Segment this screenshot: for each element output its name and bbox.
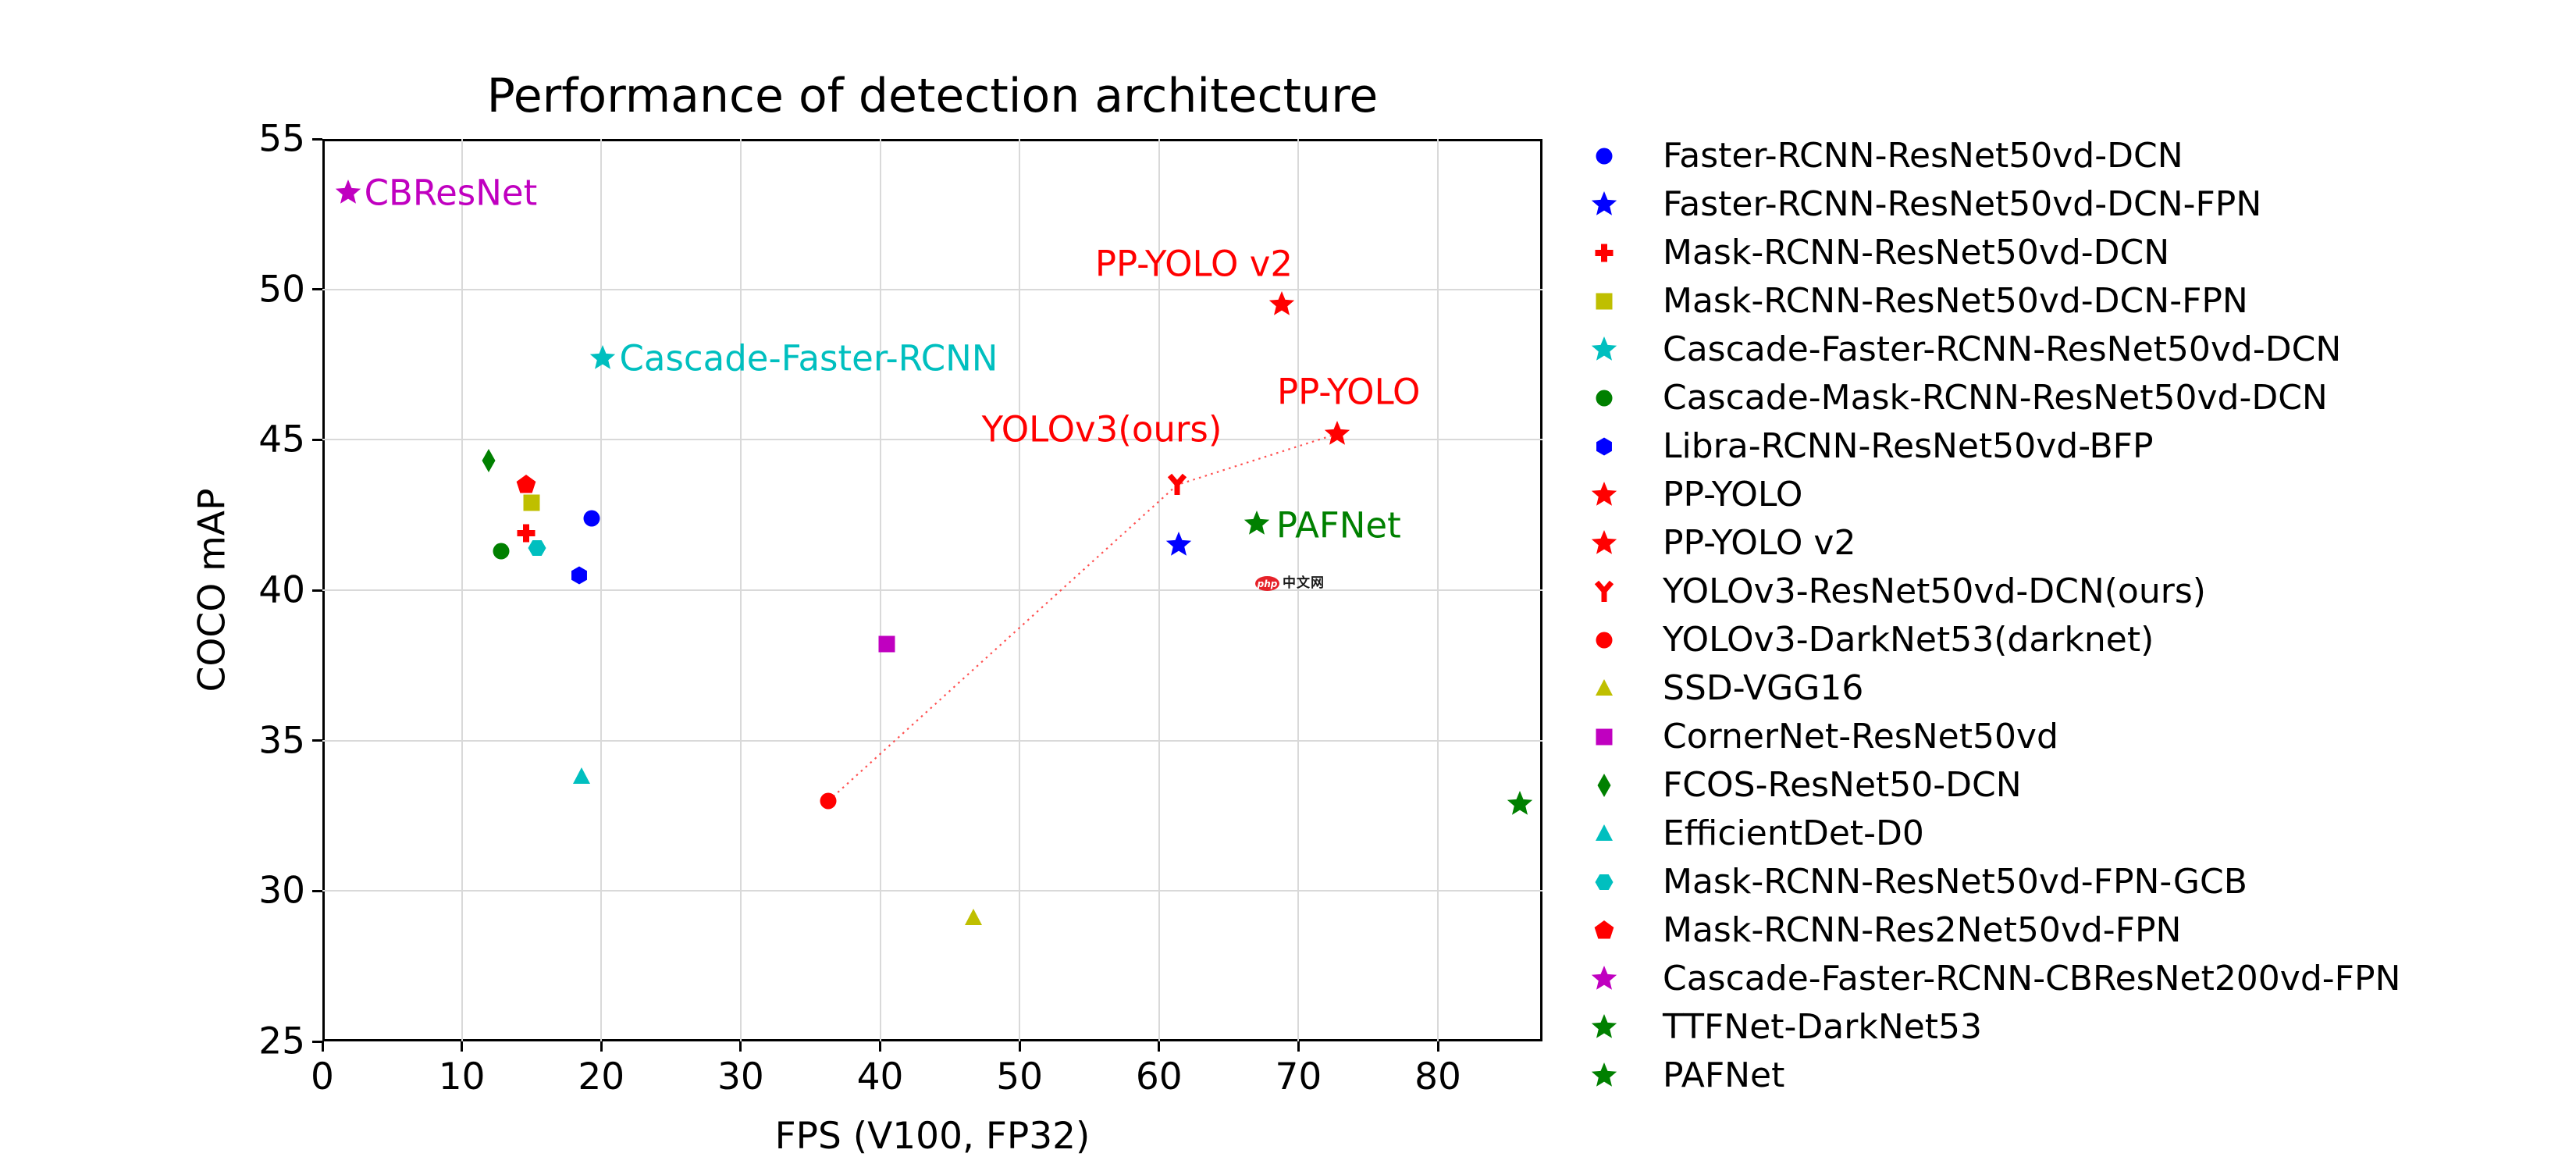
data-point-ttfnet-darknet53 — [1504, 788, 1535, 820]
php-logo-icon: php — [1255, 576, 1280, 592]
x-tick — [739, 1041, 742, 1052]
data-point-faster-rcnn-resnet50vd-dcn — [576, 503, 607, 534]
data-point-yolov3-resnet50vd-dcn-ours- — [1162, 469, 1193, 500]
data-point-pafnet — [1241, 508, 1272, 539]
annotation-pp-yolo-v2: PP-YOLO v2 — [1094, 243, 1293, 285]
chart-title: Performance of detection architecture — [486, 69, 1379, 123]
data-point-ssd-vgg16 — [958, 902, 989, 934]
data-point-mask-rcnn-resnet50vd-dcn-fpn — [516, 487, 547, 518]
x-tick — [461, 1041, 464, 1052]
y-tick — [312, 438, 322, 441]
x-tick-label: 60 — [1135, 1055, 1183, 1098]
y-tick-label: 50 — [258, 268, 305, 311]
data-point-pp-yolo — [1322, 418, 1353, 450]
y-tick-label: 45 — [258, 418, 305, 461]
data-point-fcos-resnet50-dcn — [473, 445, 504, 476]
y-tick — [312, 137, 322, 141]
x-tick-label: 20 — [578, 1055, 625, 1098]
x-tick-label: 70 — [1275, 1055, 1322, 1098]
annotation-pp-yolo: PP-YOLO — [1276, 371, 1421, 413]
x-tick — [321, 1041, 324, 1052]
annotation-cbresnet: CBResNet — [364, 172, 538, 214]
data-point-cascade-mask-rcnn-resnet50vd-dcn — [486, 536, 517, 567]
x-tick — [1158, 1041, 1161, 1052]
y-tick — [312, 589, 322, 592]
watermark: php 中文网 — [1255, 575, 1325, 592]
y-tick-label: 30 — [258, 869, 305, 913]
data-point-efficientdet-d0 — [566, 761, 597, 792]
annotation-yolov3-ours-: YOLOv3(ours) — [981, 408, 1222, 450]
data-point-pp-yolo-v2 — [1266, 289, 1297, 320]
y-tick-label: 55 — [258, 117, 305, 161]
y-tick — [312, 288, 322, 291]
x-tick — [1018, 1041, 1021, 1052]
y-tick-label: 25 — [258, 1020, 305, 1063]
data-point-faster-rcnn-resnet50vd-dcn-fpn — [1163, 529, 1194, 561]
gridline — [322, 288, 1542, 290]
x-tick — [879, 1041, 881, 1052]
x-tick-label: 80 — [1414, 1055, 1461, 1098]
y-tick-label: 40 — [258, 568, 305, 612]
gridline — [322, 890, 1542, 892]
x-tick — [1297, 1041, 1300, 1052]
gridline — [322, 739, 1542, 742]
y-tick — [312, 889, 322, 892]
watermark-text: 中文网 — [1283, 575, 1325, 592]
data-point-mask-rcnn-resnet50vd-fpn-gcb — [521, 532, 553, 564]
x-axis-label: FPS (V100, FP32) — [774, 1115, 1091, 1158]
data-point-cornernet-resnet50vd — [871, 628, 902, 660]
data-point-cascade-faster-rcnn-resnet50vd-dcn — [587, 343, 618, 374]
data-point-yolov3-darknet53-darknet- — [813, 785, 844, 817]
y-tick — [312, 739, 322, 742]
y-tick — [312, 1040, 322, 1043]
gridline — [322, 439, 1542, 441]
data-point-libra-rcnn-resnet50vd-bfp — [564, 560, 595, 591]
x-tick-label: 0 — [311, 1055, 334, 1098]
x-tick-label: 50 — [996, 1055, 1044, 1098]
x-tick — [600, 1041, 603, 1052]
gridline — [322, 589, 1542, 591]
data-point-cascade-faster-rcnn-cbresnet200vd-fpn — [333, 177, 364, 208]
x-tick — [1436, 1041, 1439, 1052]
x-tick-label: 40 — [856, 1055, 904, 1098]
annotation-pafnet: PAFNet — [1276, 504, 1401, 546]
data-point-mask-rcnn-res2net50vd-fpn — [511, 469, 542, 500]
data-point-mask-rcnn-resnet50vd-dcn — [511, 518, 542, 549]
x-tick-label: 30 — [717, 1055, 764, 1098]
x-tick-label: 10 — [438, 1055, 486, 1098]
y-tick-label: 35 — [258, 719, 305, 763]
annotation-cascade-faster-rcnn: Cascade-Faster-RCNN — [619, 337, 998, 379]
